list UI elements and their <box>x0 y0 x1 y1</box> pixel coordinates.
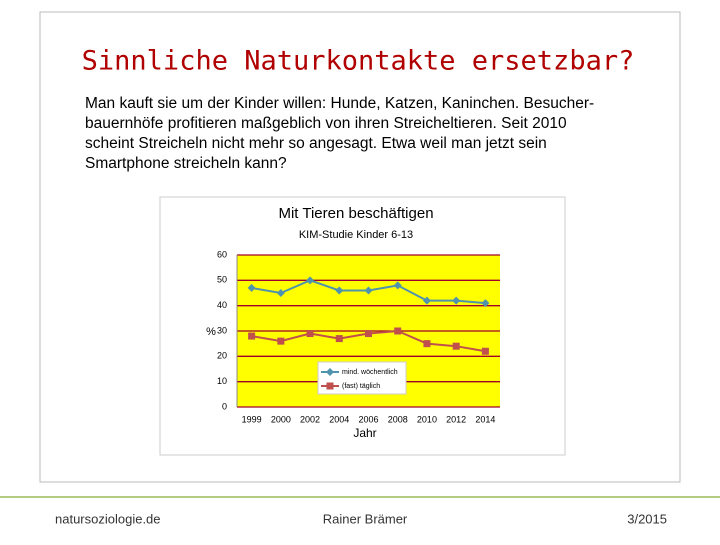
y-tick-label: 60 <box>217 249 227 259</box>
y-tick-label: 30 <box>217 325 227 335</box>
y-tick-label: 20 <box>217 351 227 361</box>
x-tick-label: 2014 <box>475 414 495 424</box>
x-tick-label: 1999 <box>242 414 262 424</box>
x-tick-label: 2008 <box>388 414 408 424</box>
point <box>364 286 373 295</box>
x-tick-label: 2006 <box>358 414 378 424</box>
chart-subtitle: KIM-Studie Kinder 6-13 <box>299 229 413 241</box>
y-axis-label: % <box>206 326 216 338</box>
x-tick-label: 2002 <box>300 414 320 424</box>
point <box>326 382 334 390</box>
x-axis-label: Jahr <box>353 426 376 440</box>
point <box>335 286 344 295</box>
y-tick-label: 0 <box>222 401 227 411</box>
x-tick-label: 2004 <box>329 414 349 424</box>
point <box>422 296 431 305</box>
footer: natursoziologie.de Rainer Brämer 3/2015 <box>55 511 667 526</box>
point <box>481 299 490 308</box>
point <box>306 276 315 285</box>
body-text: Man kauft sie um der Kinder willen: Hund… <box>85 95 594 172</box>
body-line: Smartphone streicheln kann? <box>85 155 287 172</box>
legend-box <box>317 361 407 395</box>
point <box>277 337 285 345</box>
point <box>394 327 402 335</box>
slide-title: Sinnliche Naturkontakte ersetzbar? <box>82 46 635 77</box>
point <box>326 368 334 376</box>
plot: 0 10 20 30 40 50 60 1999 2000 2002 2004 2006 2008 201… <box>217 249 500 424</box>
legend-label: (fast) täglich <box>342 383 380 390</box>
point <box>481 347 489 355</box>
body-line: bauernhöfe profitieren maßgeblich von ih… <box>85 115 567 132</box>
point <box>248 332 256 340</box>
x-tick-label: 2000 <box>271 414 291 424</box>
point <box>393 281 402 290</box>
body-line: Man kauft sie um der Kinder willen: Hund… <box>85 95 594 112</box>
chart-title: Mit Tieren beschäftigen <box>278 205 433 222</box>
y-tick-label: 10 <box>217 376 227 386</box>
point <box>247 283 256 292</box>
point <box>423 340 431 348</box>
y-tick-label: 40 <box>217 300 227 310</box>
footer-right: 3/2015 <box>627 511 667 526</box>
point <box>306 330 314 338</box>
footer-left: natursoziologie.de <box>55 511 161 526</box>
point <box>335 335 343 343</box>
point <box>276 289 285 297</box>
x-tick-label: 2012 <box>446 414 466 424</box>
y-tick-label: 50 <box>217 275 227 285</box>
body-line: scheint Streicheln nicht mehr so angesag… <box>85 135 547 152</box>
legend-label: mind. wöchentlich <box>342 369 398 376</box>
footer-center: Rainer Brämer <box>323 511 408 526</box>
x-tick-label: 2010 <box>417 414 437 424</box>
point <box>365 330 372 338</box>
point <box>452 342 460 350</box>
point <box>452 296 461 305</box>
